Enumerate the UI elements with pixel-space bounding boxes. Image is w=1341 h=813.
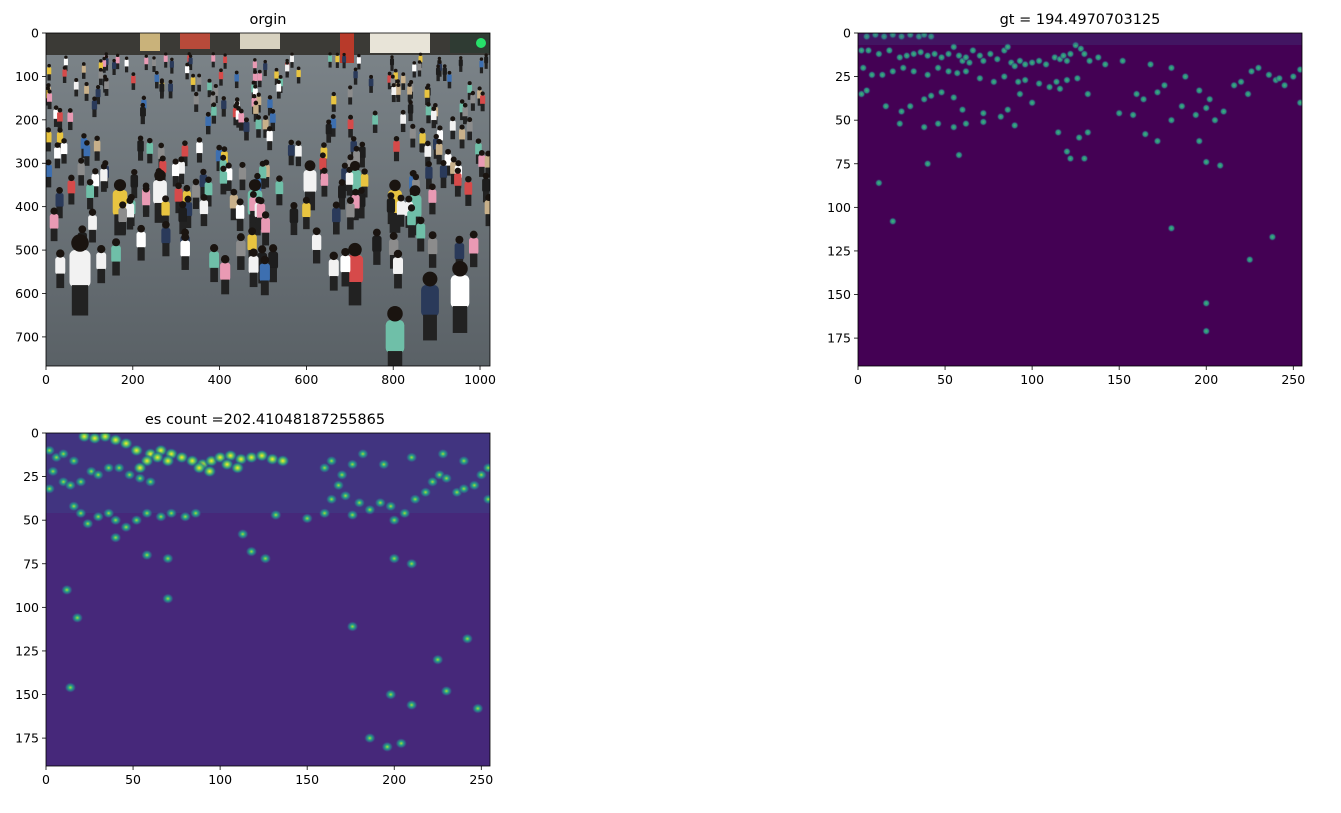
y-tick-label: 0 [843,26,851,41]
y-tick-label: 500 [15,243,39,258]
x-tick-label: 150 [295,772,319,787]
gt-density-map [858,33,1302,366]
panel-title-es: es count =202.41048187255865 [145,412,385,428]
y-tick-label: 700 [15,329,39,344]
es-density-map [46,433,490,766]
x-tick-label: 200 [1194,372,1218,387]
y-tick-label: 600 [15,286,39,301]
panel-gt: gt = 194.4970703125 0 50 100 150 200 250 0 25 50… [827,12,1305,387]
y-tick-label: 50 [835,113,851,128]
y-tick-label: 100 [15,69,39,84]
y-tick-label: 50 [23,513,39,528]
x-tick-label: 0 [42,372,50,387]
x-tick-label: 200 [382,772,406,787]
x-tick-label: 250 [1281,372,1305,387]
y-tick-label: 75 [835,156,851,171]
x-tick-label: 800 [381,372,405,387]
x-tick-label: 400 [208,372,232,387]
x-tick-label: 0 [42,772,50,787]
x-tick-label: 100 [1020,372,1044,387]
x-tick-label: 0 [854,372,862,387]
y-tick-label: 200 [15,112,39,127]
y-tick-label: 0 [31,26,39,41]
x-tick-label: 100 [208,772,232,787]
y-tick-label: 25 [23,469,39,484]
y-tick-label: 125 [15,643,39,658]
axis-gt: 0 50 100 150 200 250 0 25 50 75 100 125 150 175 [827,26,1305,388]
axis-es: 0 50 100 150 200 250 0 25 50 75 100 125 150 175 [15,426,493,788]
axis-orgin: 0 200 400 600 800 1000 0 100 200 300 400 500 600 700 [15,26,496,388]
panel-orgin: orgin 0 200 400 600 800 1000 0 100 200 300 400 500 6… [15,12,496,387]
x-tick-label: 50 [125,772,141,787]
y-tick-label: 125 [827,243,851,258]
y-tick-label: 175 [15,731,39,746]
x-tick-label: 50 [937,372,953,387]
x-tick-label: 150 [1107,372,1131,387]
y-tick-label: 75 [23,556,39,571]
y-tick-label: 175 [827,331,851,346]
panel-title-gt: gt = 194.4970703125 [1000,12,1161,28]
y-tick-label: 300 [15,156,39,171]
x-tick-label: 600 [294,372,318,387]
y-tick-label: 0 [31,426,39,441]
panel-title-orgin: orgin [249,12,286,28]
y-tick-label: 100 [827,200,851,215]
x-tick-label: 250 [469,772,493,787]
y-tick-label: 25 [835,69,851,84]
y-tick-label: 150 [15,687,39,702]
x-tick-label: 1000 [464,372,496,387]
crowd-photo [46,33,490,366]
x-tick-label: 200 [121,372,145,387]
y-tick-label: 100 [15,600,39,615]
y-tick-label: 400 [15,199,39,214]
y-tick-label: 150 [827,287,851,302]
panel-es: es count =202.41048187255865 0 50 100 150 20… [15,412,493,788]
